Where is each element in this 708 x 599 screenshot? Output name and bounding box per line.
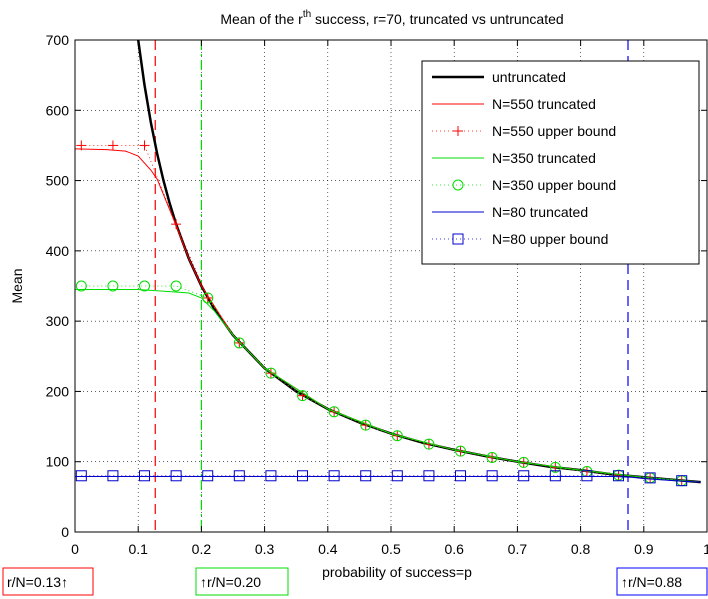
series-point-marker	[423, 470, 435, 482]
series-point-marker	[297, 390, 309, 402]
legend-label: N=550 truncated	[492, 96, 596, 112]
legend-label: untruncated	[492, 69, 566, 85]
series-point-marker	[297, 470, 309, 482]
series-point-marker	[676, 475, 688, 487]
annotation-box	[616, 567, 708, 596]
series-line	[75, 476, 701, 483]
series-point-marker	[486, 451, 498, 463]
series-point-marker	[644, 472, 656, 484]
x-tick-label: 0.6	[444, 541, 464, 557]
series-6	[75, 470, 688, 487]
annotation-label: r/N=0.13↑	[7, 574, 68, 590]
series-point-marker	[581, 470, 593, 482]
x-tick-label: 0.1	[128, 541, 148, 557]
x-tick-label: 0.5	[381, 541, 401, 557]
series-point-marker	[328, 470, 340, 482]
series-point-marker	[486, 470, 498, 482]
series-point-marker	[202, 470, 214, 482]
series-point-marker	[233, 470, 245, 482]
x-tick-label: 0.7	[508, 541, 528, 557]
x-tick-label: 0.9	[634, 541, 654, 557]
chart-title: Mean of the rth success, r=70, truncated…	[220, 9, 563, 27]
series-point-marker	[423, 438, 435, 450]
y-tick-label: 500	[46, 173, 70, 189]
series-point-marker	[75, 280, 87, 292]
series-point-marker	[549, 461, 561, 473]
legend-label: N=80 truncated	[492, 204, 588, 220]
y-tick-label: 600	[46, 102, 70, 118]
y-tick-label: 100	[46, 454, 70, 470]
series-point-marker	[518, 456, 530, 468]
legend-marker	[452, 233, 464, 245]
series-point-marker	[202, 292, 214, 304]
y-tick-label: 0	[61, 524, 69, 540]
series-point-marker	[233, 337, 245, 349]
x-tick-label: 0.3	[255, 541, 275, 557]
series-point-marker	[328, 406, 340, 418]
series-point-marker	[360, 419, 372, 431]
y-tick-label: 300	[46, 313, 70, 329]
x-axis-label: probability of success=p	[322, 564, 472, 580]
y-ticks: 0 100 200 300 400 500 600 700	[46, 32, 707, 540]
series-point-marker	[170, 280, 182, 292]
annotations: r/N=0.13↑ ↑r/N=0.20 ↑r/N=0.88	[2, 567, 708, 596]
legend-label: N=550 upper bound	[492, 123, 616, 139]
y-axis-label: Mean	[9, 268, 25, 303]
x-ticks: 0 0.1 0.2 0.3 0.4 0.5 0.6 0.7 0.8 0.9 1	[71, 40, 708, 557]
series-point-marker	[455, 445, 467, 457]
annotation-box	[195, 567, 289, 596]
legend-marker	[452, 179, 464, 191]
x-tick-label: 0.4	[318, 541, 338, 557]
series-point-marker	[455, 470, 467, 482]
series-point-marker	[360, 470, 372, 482]
series-point-marker	[265, 470, 277, 482]
chart-title-sup: th	[303, 9, 311, 20]
series-point-marker	[391, 470, 403, 482]
series-line	[81, 285, 682, 482]
series-point-marker	[139, 470, 151, 482]
series-point-marker	[170, 470, 182, 482]
series-point-marker	[549, 470, 561, 482]
legend-label: N=350 truncated	[492, 150, 596, 166]
annotation-label: ↑r/N=0.20	[200, 574, 261, 590]
x-tick-label: 0.2	[192, 541, 212, 557]
series-point-marker	[139, 280, 151, 292]
series-5	[75, 476, 701, 483]
series-point-marker	[518, 470, 530, 482]
annotation-box	[2, 567, 94, 596]
series-3	[75, 289, 701, 483]
series-group	[75, 40, 701, 487]
chart-title-suffix: success, r=70, truncated vs untruncated	[311, 11, 564, 27]
x-tick-label: 0.8	[571, 541, 591, 557]
series-point-marker	[613, 470, 625, 482]
y-tick-label: 400	[46, 243, 70, 259]
chart-title-prefix: Mean of the r	[220, 11, 303, 27]
annotation-label: ↑r/N=0.88	[621, 574, 682, 590]
x-tick-label: 1	[703, 541, 708, 557]
y-tick-label: 700	[46, 32, 70, 48]
series-point-marker	[107, 470, 119, 482]
legend: untruncated N=550 truncated N=550 upper bo…	[421, 60, 700, 265]
series-point-marker	[107, 280, 119, 292]
legend-label: N=350 upper bound	[492, 177, 616, 193]
y-tick-label: 200	[46, 383, 70, 399]
series-point-marker	[75, 470, 87, 482]
legend-label: N=80 upper bound	[492, 231, 608, 247]
x-tick-label: 0	[71, 541, 79, 557]
series-point-marker	[265, 367, 277, 379]
legend-box	[421, 60, 700, 265]
series-line	[75, 289, 701, 483]
series-point-marker	[391, 430, 403, 442]
